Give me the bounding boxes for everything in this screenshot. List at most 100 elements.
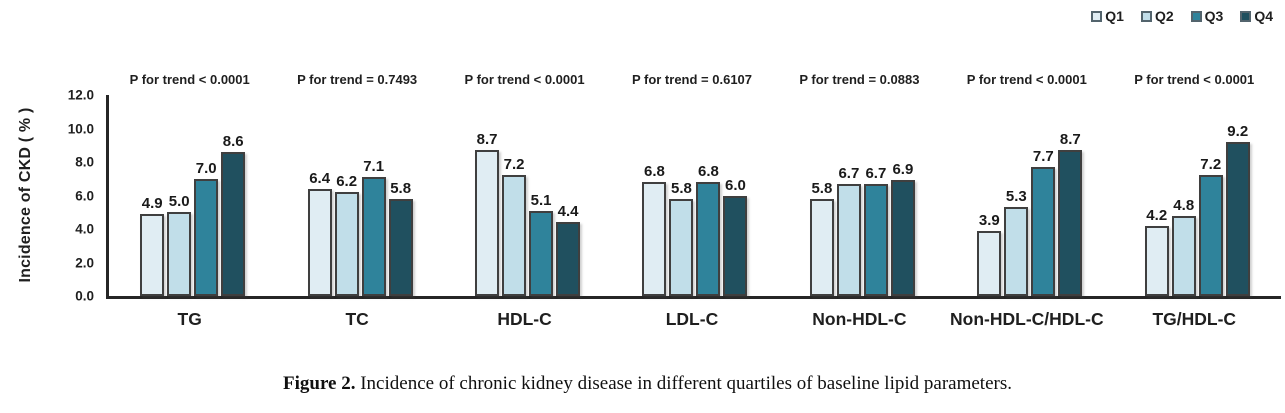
x-axis-label-tg: TG bbox=[177, 309, 202, 329]
legend-swatch-q2-icon bbox=[1140, 10, 1152, 22]
p-for-trend-label: P for trend = 0.0883 bbox=[799, 72, 920, 87]
bar-group-ldl-c: 6.8 5.8 6.8 6.0 bbox=[611, 95, 778, 296]
y-tick-label: 4.0 bbox=[75, 221, 94, 237]
bar-q1: 8.7 bbox=[475, 131, 500, 296]
bar-q4: 8.6 bbox=[221, 133, 246, 296]
bar-q3: 6.8 bbox=[696, 163, 721, 296]
legend-swatch-q3-icon bbox=[1190, 10, 1202, 22]
bar-q2: 5.0 bbox=[167, 193, 192, 296]
bar-q2: 5.3 bbox=[1004, 188, 1029, 296]
bar-value-label: 7.1 bbox=[363, 158, 385, 176]
legend: Q1 Q2 Q3 Q4 bbox=[1091, 8, 1273, 24]
bar-value-label: 6.7 bbox=[865, 164, 887, 182]
bar-group-non-hdl-c: 5.8 6.7 6.7 6.9 bbox=[779, 95, 946, 296]
bar-value-label: 8.7 bbox=[1059, 131, 1081, 149]
p-for-trend-label: P for trend < 0.0001 bbox=[129, 72, 250, 87]
y-axis-ticks: 0.0 2.0 4.0 6.0 8.0 10.0 12.0 bbox=[40, 88, 94, 304]
bar-q3: 6.7 bbox=[863, 165, 888, 296]
bar-value-label: 8.7 bbox=[476, 131, 498, 149]
caption-label: Figure 2. bbox=[283, 373, 356, 394]
legend-label: Q3 bbox=[1204, 8, 1224, 24]
bar-value-label: 5.3 bbox=[1005, 188, 1027, 206]
bar-value-label: 7.2 bbox=[1200, 156, 1222, 174]
bar-q4: 5.8 bbox=[388, 180, 413, 296]
plot-area: 4.9 5.0 7.0 8.6 6.4 6.2 7.1 5.8 8.7 7.2 5.1 4.4 6.8 5… bbox=[106, 95, 1281, 299]
y-tick-label: 8.0 bbox=[75, 154, 94, 170]
bar-value-label: 5.1 bbox=[530, 191, 552, 209]
p-for-trend-label: P for trend = 0.6107 bbox=[631, 72, 753, 87]
bar-q3: 7.1 bbox=[361, 158, 386, 296]
bar-value-label: 3.9 bbox=[978, 211, 1000, 229]
bar-value-label: 8.6 bbox=[222, 132, 244, 150]
bar-value-label: 6.2 bbox=[336, 173, 358, 191]
bar-q2: 4.8 bbox=[1171, 197, 1196, 296]
bar-q4: 9.2 bbox=[1225, 123, 1250, 296]
p-for-trend-label: P for trend < 0.0001 bbox=[966, 72, 1087, 87]
legend-label: Q1 bbox=[1105, 8, 1124, 24]
bar-value-label: 7.0 bbox=[195, 159, 217, 177]
x-axis-label-tc: TC bbox=[345, 309, 369, 329]
bar-value-label: 5.8 bbox=[811, 179, 833, 197]
bar-group-tg: 4.9 5.0 7.0 8.6 bbox=[109, 95, 276, 296]
p-for-trend-label: P for trend = 0.7493 bbox=[297, 72, 418, 87]
bar-q3: 5.1 bbox=[529, 192, 554, 296]
y-axis-title: Incidence of CKD ( % ) bbox=[17, 107, 34, 283]
legend-swatch-q1-icon bbox=[1091, 10, 1103, 22]
bar-q3: 7.0 bbox=[194, 160, 219, 296]
bar-value-label: 5.8 bbox=[671, 179, 692, 197]
p-for-trend-row: P for trend < 0.0001 P for trend = 0.7493… bbox=[106, 72, 1278, 87]
bar-value-label: 6.7 bbox=[838, 164, 860, 182]
bar-q4: 8.7 bbox=[1058, 131, 1083, 296]
bar-group-hdl-c: 8.7 7.2 5.1 4.4 bbox=[444, 95, 611, 296]
bar-value-label: 6.9 bbox=[892, 161, 914, 179]
bar-value-label: 4.8 bbox=[1173, 196, 1195, 214]
bar-cluster: 5.8 6.7 6.7 6.9 bbox=[809, 95, 915, 296]
bar-value-label: 5.8 bbox=[390, 179, 412, 197]
bar-q3: 7.2 bbox=[1198, 156, 1223, 296]
x-axis-label-tg-hdl-c: TG/HDL-C bbox=[1152, 309, 1237, 329]
bar-value-label: 9.2 bbox=[1227, 122, 1249, 140]
legend-item-q2: Q2 bbox=[1140, 8, 1174, 24]
bar-q1: 3.9 bbox=[977, 212, 1002, 296]
bar-value-label: 6.0 bbox=[725, 176, 746, 194]
legend-item-q3: Q3 bbox=[1190, 8, 1224, 24]
bar-q2: 7.2 bbox=[502, 156, 527, 296]
x-axis-label-non-hdl-c-hdl-c: Non-HDL-C/HDL-C bbox=[950, 309, 1104, 329]
bar-value-label: 4.9 bbox=[141, 194, 163, 212]
legend-item-q4: Q4 bbox=[1240, 8, 1273, 24]
x-axis-label-hdl-c: HDL-C bbox=[497, 309, 552, 329]
bar-q4: 6.9 bbox=[890, 161, 915, 296]
bar-q1: 4.9 bbox=[140, 195, 165, 296]
bar-q4: 4.4 bbox=[556, 203, 581, 296]
bar-q1: 4.2 bbox=[1144, 207, 1169, 296]
bar-value-label: 6.4 bbox=[309, 169, 331, 187]
legend-label: Q4 bbox=[1254, 8, 1273, 24]
y-tick-label: 12.0 bbox=[67, 87, 94, 103]
y-tick-label: 6.0 bbox=[75, 188, 94, 203]
y-tick-label: 0.0 bbox=[75, 288, 94, 304]
bar-value-label: 5.0 bbox=[168, 193, 190, 211]
caption-text: Incidence of chronic kidney disease in d… bbox=[355, 373, 1012, 394]
bar-cluster: 4.9 5.0 7.0 8.6 bbox=[140, 95, 246, 296]
bar-group-non-hdl-c-hdl-c: 3.9 5.3 7.7 8.7 bbox=[946, 95, 1113, 296]
bar-q2: 5.8 bbox=[669, 180, 694, 296]
bar-q1: 5.8 bbox=[809, 180, 834, 296]
bar-cluster: 4.2 4.8 7.2 9.2 bbox=[1144, 95, 1250, 296]
bar-q3: 7.7 bbox=[1031, 148, 1056, 296]
legend-item-q1: Q1 bbox=[1091, 8, 1124, 24]
x-axis-label-ldl-c: LDL-C bbox=[665, 309, 719, 329]
x-axis-labels: TG TC HDL-C LDL-C Non-HDL-C Non-HDL-C/HDL-C TG… bbox=[106, 309, 1278, 330]
bar-cluster: 6.8 5.8 6.8 6.0 bbox=[642, 95, 748, 296]
bar-cluster: 6.4 6.2 7.1 5.8 bbox=[307, 95, 413, 296]
bar-group-tg-hdl-c: 4.2 4.8 7.2 9.2 bbox=[1114, 95, 1281, 296]
bar-q1: 6.4 bbox=[307, 170, 332, 296]
bar-value-label: 4.2 bbox=[1146, 206, 1168, 224]
bar-cluster: 8.7 7.2 5.1 4.4 bbox=[475, 95, 581, 296]
bar-value-label: 6.8 bbox=[644, 163, 665, 181]
p-for-trend-label: P for trend < 0.0001 bbox=[1134, 72, 1255, 87]
bar-q1: 6.8 bbox=[642, 163, 667, 296]
legend-swatch-q4-icon bbox=[1240, 10, 1252, 22]
bar-cluster: 3.9 5.3 7.7 8.7 bbox=[977, 95, 1083, 296]
y-tick-label: 2.0 bbox=[75, 255, 94, 271]
